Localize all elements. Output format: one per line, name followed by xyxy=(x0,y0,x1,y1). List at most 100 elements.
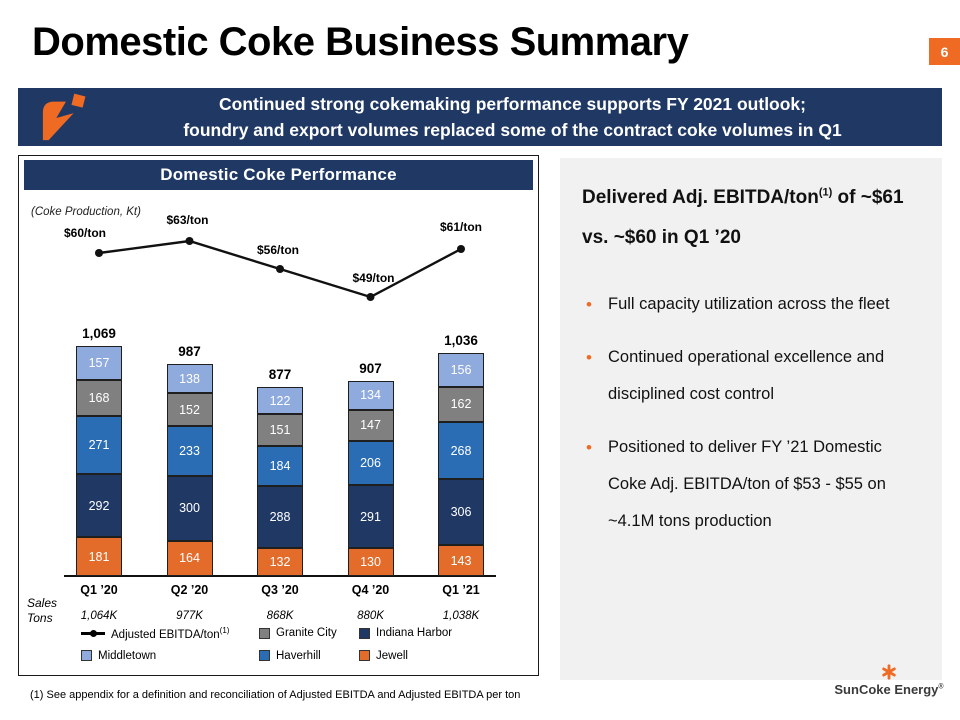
ebitda-point-label: $49/ton xyxy=(352,271,395,285)
bar-segment-granite-city: 151 xyxy=(257,413,303,447)
color-swatch-icon xyxy=(259,627,270,639)
suncoke-mark-icon xyxy=(30,92,100,142)
bar-segment-indiana-harbor: 300 xyxy=(166,476,213,541)
bar-segment-value: 268 xyxy=(450,443,472,458)
bar-segment-value: 147 xyxy=(360,418,381,433)
legend-item-adjusted-ebitda-ton: Adjusted EBITDA/ton(1) xyxy=(81,626,259,641)
legend-item-indiana-harbor: Indiana Harbor xyxy=(359,626,499,641)
bar-segment-value: 306 xyxy=(450,505,472,520)
bar-segment-value: 156 xyxy=(450,363,472,378)
bar-segment-value: 151 xyxy=(269,422,291,437)
bar-segment-jewell: 143 xyxy=(438,545,484,576)
units-label: (Coke Production, Kt) xyxy=(31,206,141,218)
bar-segment-value: 143 xyxy=(450,553,472,568)
chart-panel: Domestic Coke Performance (Coke Producti… xyxy=(18,155,539,676)
bar-segment-middletown: 134 xyxy=(347,380,394,410)
bar-segment-value: 292 xyxy=(88,498,110,513)
bar-segment-granite-city: 152 xyxy=(166,393,213,427)
bar-segment-indiana-harbor: 292 xyxy=(76,474,122,538)
bar-segment-haverhill: 268 xyxy=(438,421,484,480)
x-axis-label: Q1 ’20 xyxy=(80,583,118,597)
stacked-bar-chart: Sales Tons Adjusted EBITDA/ton(1) Granite… xyxy=(19,156,538,675)
legend-label: Jewell xyxy=(376,649,408,662)
x-axis-label: Q3 ’20 xyxy=(261,583,299,597)
bar-segment-jewell: 130 xyxy=(347,548,394,576)
legend-item-granite-city: Granite City xyxy=(259,626,359,641)
ebitda-point-label: $63/ton xyxy=(166,213,209,227)
bar-segment-value: 291 xyxy=(360,509,381,524)
bar-segment-value: 157 xyxy=(88,356,110,371)
bar-segment-indiana-harbor: 291 xyxy=(347,485,394,549)
bar-segment-haverhill: 271 xyxy=(76,416,122,475)
bar-segment-value: 233 xyxy=(179,444,200,459)
line-marker-icon xyxy=(81,629,105,637)
bar-segment-value: 152 xyxy=(179,402,200,417)
sales-tons-value: 977K xyxy=(176,610,203,622)
bar-total-label: 907 xyxy=(359,360,382,376)
bar-segment-value: 206 xyxy=(360,456,381,471)
footnote: (1) See appendix for a definition and re… xyxy=(30,689,521,701)
chart-title: Domestic Coke Performance xyxy=(24,160,533,190)
suncoke-logo: SunCoke Energy® xyxy=(826,663,952,699)
banner-text: Continued strong cokemaking performance … xyxy=(113,88,912,146)
bar-segment-indiana-harbor: 288 xyxy=(257,485,303,548)
sales-tons-value: 1,038K xyxy=(442,610,480,622)
bar-total-label: 877 xyxy=(268,367,292,383)
color-swatch-icon xyxy=(359,650,370,662)
banner-line2: foundry and export volumes replaced some… xyxy=(183,120,842,140)
bar-segment-haverhill: 206 xyxy=(347,441,394,486)
page-title: Domestic Coke Business Summary xyxy=(32,20,689,64)
bar-segment-value: 122 xyxy=(269,393,291,408)
bar-segment-jewell: 164 xyxy=(166,540,213,576)
bar-segment-value: 134 xyxy=(360,388,381,403)
commentary-bullets: Full capacity utilization across the fle… xyxy=(582,286,920,541)
x-axis-line xyxy=(64,575,496,577)
sun-icon xyxy=(826,663,952,681)
bar-segment-middletown: 157 xyxy=(76,346,122,380)
bar-segment-value: 164 xyxy=(179,551,200,566)
x-axis-label: Q2 ’20 xyxy=(170,583,209,597)
bar-segment-value: 130 xyxy=(360,555,381,570)
bullet-item: Positioned to deliver FY ’21 Domestic Co… xyxy=(582,429,920,540)
heading-footnote-ref: (1) xyxy=(818,186,833,199)
color-swatch-icon xyxy=(259,650,270,662)
bar-segment-middletown: 122 xyxy=(257,387,303,414)
bar-segment-value: 184 xyxy=(269,458,291,473)
heading-post: of ~$61 vs. ~$60 in Q1 ’20 xyxy=(582,187,904,248)
bullet-item: Full capacity utilization across the fle… xyxy=(582,286,920,324)
bar-segment-middletown: 138 xyxy=(166,363,213,394)
color-swatch-icon xyxy=(81,650,92,662)
bar-segment-jewell: 132 xyxy=(257,547,303,576)
legend-label: Adjusted EBITDA/ton(1) xyxy=(111,626,230,641)
bar-segment-value: 300 xyxy=(179,501,200,516)
sales-tons-row-label: Sales Tons xyxy=(27,596,58,625)
sales-tons-value: 880K xyxy=(357,610,384,622)
legend-item-jewell: Jewell xyxy=(359,650,499,662)
bar-segment-granite-city: 162 xyxy=(438,387,484,422)
sales-tons-value: 868K xyxy=(266,610,294,622)
bar-segment-indiana-harbor: 306 xyxy=(438,479,484,546)
bar-total-label: 1,036 xyxy=(444,333,478,349)
bar-segment-granite-city: 168 xyxy=(76,379,122,417)
chart-legend: Adjusted EBITDA/ton(1) Granite City Indian… xyxy=(81,626,499,662)
ebitda-point-label: $60/ton xyxy=(63,226,107,240)
sales-tons-value: 1,064K xyxy=(80,610,118,622)
heading-pre: Delivered Adj. EBITDA/ton xyxy=(582,187,819,208)
bar-segment-haverhill: 184 xyxy=(257,446,303,486)
x-axis-label: Q1 ’21 xyxy=(442,583,480,597)
logo-wordmark: SunCoke Energy® xyxy=(834,682,944,697)
bar-segment-middletown: 156 xyxy=(438,353,484,387)
highlight-banner: Continued strong cokemaking performance … xyxy=(18,88,942,146)
x-axis-label: Q4 ’20 xyxy=(351,583,390,597)
legend-label: Granite City xyxy=(276,627,337,640)
bar-total-label: 1,069 xyxy=(82,326,116,342)
legend-item-middletown: Middletown xyxy=(81,650,259,662)
bullet-item: Continued operational excellence and dis… xyxy=(582,339,920,413)
bar-segment-value: 168 xyxy=(88,390,110,405)
color-swatch-icon xyxy=(359,627,370,639)
bar-segment-value: 132 xyxy=(269,554,291,569)
banner-line1: Continued strong cokemaking performance … xyxy=(219,93,806,114)
bar-segment-granite-city: 147 xyxy=(347,409,394,442)
bar-segment-value: 271 xyxy=(88,438,110,453)
